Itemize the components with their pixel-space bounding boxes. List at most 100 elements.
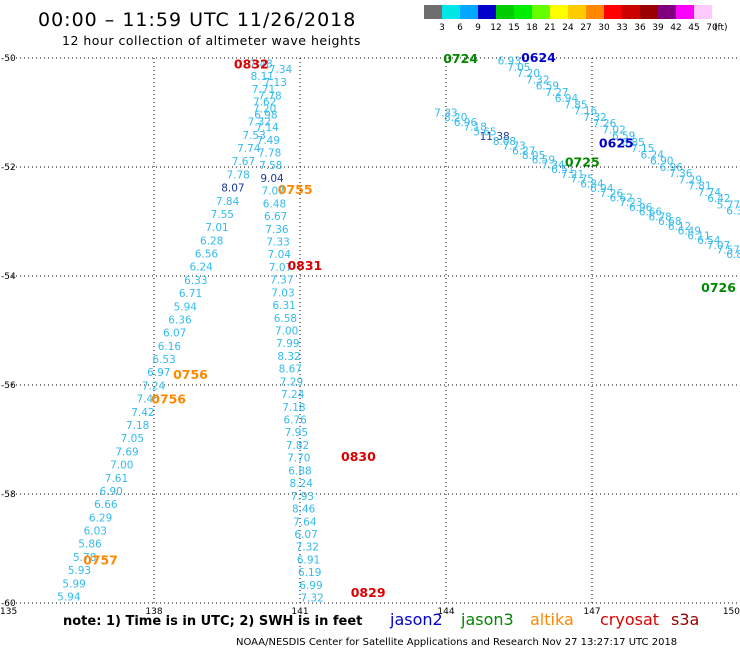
swh-value: 7.32 bbox=[583, 112, 606, 124]
scale-swatch bbox=[622, 5, 640, 19]
scale-label: 33 bbox=[616, 23, 627, 33]
swh-value: 6.88 bbox=[288, 465, 311, 477]
swh-value: 5.86 bbox=[78, 539, 102, 551]
swh-value: 7.78 bbox=[258, 90, 281, 102]
footer-note: note: 1) Time is in UTC; 2) SWH is in fe… bbox=[63, 614, 362, 629]
scale-label: 39 bbox=[652, 23, 664, 33]
swh-value: 7.05 bbox=[121, 433, 144, 445]
swh-value: 6.36 bbox=[168, 314, 192, 326]
swh-value: 7.71 bbox=[252, 84, 275, 96]
map-subtitle: 12 hour collection of altimeter wave hei… bbox=[62, 33, 361, 48]
scale-swatch bbox=[640, 5, 658, 19]
swh-value: 8.11 bbox=[251, 71, 274, 83]
swh-value: 8.08 bbox=[493, 136, 516, 148]
swh-value: 6.99 bbox=[299, 580, 322, 592]
swh-value: 6.12 bbox=[668, 221, 691, 233]
pass-time-label: 0756 bbox=[151, 392, 186, 407]
sat-legend-cryosat: cryosat bbox=[600, 610, 659, 629]
lat-tick-label: -50 bbox=[1, 54, 16, 64]
swh-value: 7.14 bbox=[255, 122, 279, 134]
swh-value: 7.24 bbox=[281, 389, 305, 401]
swh-value: 6.98 bbox=[254, 109, 277, 121]
satellite-tracks: 5.945.995.935.785.866.036.296.666.907.61… bbox=[57, 50, 740, 605]
swh-value: 7.78 bbox=[258, 147, 281, 159]
swh-value: 6.97 bbox=[147, 367, 170, 379]
scale-label: 9 bbox=[475, 23, 481, 33]
lat-tick-label: -54 bbox=[1, 272, 16, 282]
swh-value: 7.75 bbox=[571, 174, 594, 186]
lat-tick-label: -58 bbox=[1, 490, 16, 500]
wave-height-color-scale: 3 6 9 12 15 18 21 24 27 30 33 36 39 42 45 70(ft) bbox=[424, 5, 728, 33]
swh-value: 7.81 bbox=[688, 181, 711, 193]
swh-value: 7.07 bbox=[707, 240, 730, 252]
swh-value: 7.07 bbox=[269, 262, 292, 274]
swh-value: 8.46 bbox=[292, 504, 316, 516]
scale-swatch bbox=[568, 5, 586, 19]
swh-value: 7.62 bbox=[253, 97, 276, 109]
scale-swatch bbox=[442, 5, 460, 19]
swh-value: 7.99 bbox=[276, 338, 299, 350]
swh-value: 7.04 bbox=[268, 249, 292, 261]
scale-swatch bbox=[532, 5, 550, 19]
swh-value: 7.27 bbox=[545, 87, 568, 99]
swh-value: 6.54 bbox=[697, 235, 721, 247]
pass-time-label: 0726 bbox=[701, 280, 736, 295]
swh-value: 7.36 bbox=[265, 224, 289, 236]
swh-value: 6.62 bbox=[610, 193, 633, 205]
swh-value: 7.36 bbox=[669, 168, 693, 180]
track-altika: 5.945.995.935.785.866.036.296.666.907.61… bbox=[57, 64, 312, 604]
swh-value: 7.16 bbox=[574, 106, 598, 118]
swh-value: 7.18 bbox=[126, 420, 149, 432]
swh-value: 6.76 bbox=[283, 415, 307, 427]
scale-swatch bbox=[694, 5, 712, 19]
pass-time-label: 0725 bbox=[565, 155, 600, 170]
scale-label: 12 bbox=[490, 23, 501, 33]
swh-value: 6.94 bbox=[590, 183, 614, 195]
swh-value: 6.33 bbox=[184, 275, 207, 287]
swh-value: 6.90 bbox=[99, 486, 122, 498]
lat-lon-grid bbox=[8, 57, 738, 604]
scale-swatch bbox=[550, 5, 568, 19]
swh-value: 7.23 bbox=[619, 197, 642, 209]
swh-value: 6.24 bbox=[641, 149, 665, 161]
swh-value: 8.20 bbox=[444, 112, 467, 124]
swh-value: 6.71 bbox=[179, 288, 202, 300]
lat-tick-label: -60 bbox=[1, 599, 16, 609]
swh-value: 6.96 bbox=[629, 202, 653, 214]
swh-value: 7.69 bbox=[115, 446, 138, 458]
swh-value: 7.49 bbox=[257, 135, 280, 147]
swh-value: 5.78 bbox=[73, 552, 96, 564]
swh-value: 7.05 bbox=[507, 62, 530, 74]
swh-value: 6.56 bbox=[195, 249, 219, 261]
swh-value: 6.90 bbox=[650, 156, 673, 168]
swh-value: 8.07 bbox=[221, 183, 244, 195]
track-cryosat: 7.326.996.196.917.326.077.648.467.938.24… bbox=[234, 56, 386, 604]
swh-value: 7.32 bbox=[300, 593, 323, 605]
swh-value: 7.48 bbox=[249, 58, 272, 70]
scale-label: 24 bbox=[562, 23, 574, 33]
swh-value: 9.04 bbox=[260, 173, 284, 185]
scale-swatch bbox=[514, 5, 532, 19]
lon-tick-label: 150 bbox=[723, 607, 740, 617]
swh-value: 8.24 bbox=[290, 478, 314, 490]
lon-tick-label: 138 bbox=[145, 607, 162, 617]
swh-value: 8.67 bbox=[279, 364, 302, 376]
swh-value: 6.66 bbox=[94, 499, 118, 511]
swh-value: 6.27 bbox=[512, 145, 535, 157]
swh-value: 6.68 bbox=[658, 216, 681, 228]
scale-swatch bbox=[604, 5, 622, 19]
swh-value: 6.29 bbox=[89, 512, 112, 524]
swh-value: 7.53 bbox=[242, 130, 265, 142]
scale-label: 45 bbox=[688, 23, 699, 33]
scale-label: 21 bbox=[544, 23, 555, 33]
swh-value: 6.94 bbox=[555, 93, 579, 105]
swh-value: 6.96 bbox=[660, 162, 684, 174]
pass-time-label: 0755 bbox=[278, 182, 313, 197]
swh-value: 7.33 bbox=[434, 108, 457, 120]
map-title: 00:00 – 11:59 UTC 11/26/2018 bbox=[38, 9, 356, 31]
swh-value: 7.33 bbox=[266, 236, 289, 248]
swh-value: 6.53 bbox=[152, 354, 175, 366]
pass-time-label: 0831 bbox=[287, 258, 322, 273]
pass-time-label: 0624 bbox=[521, 50, 556, 65]
